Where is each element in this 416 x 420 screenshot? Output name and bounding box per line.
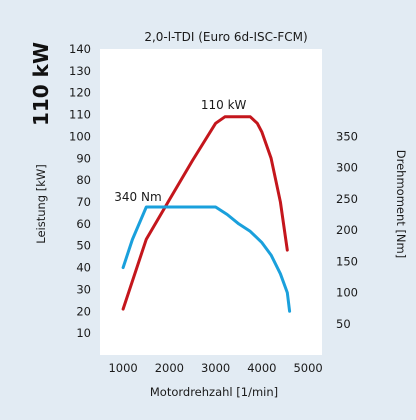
y-right-tick-label: 100	[336, 286, 358, 300]
power-label: 110 kW	[29, 42, 53, 126]
y-left-tick-labels: 10 20 30 40 50 60 70 80 90 100 110 120 130 140	[69, 42, 91, 340]
y-right-tick-label: 350	[336, 129, 358, 143]
x-tick-label: 1000	[108, 361, 137, 375]
x-tick-label: 2000	[155, 361, 184, 375]
y-right-tick-labels: 50 100 150 200 250 300 350	[336, 129, 358, 330]
y-right-tick-label: 200	[336, 223, 358, 237]
y-left-tick-label: 120	[69, 86, 91, 100]
y-left-tick-label: 10	[76, 326, 91, 340]
torque-annotation: 340 Nm	[114, 190, 161, 204]
y-left-tick-label: 130	[69, 64, 91, 78]
x-tick-label: 5000	[293, 361, 322, 375]
power-annotation: 110 kW	[201, 98, 247, 112]
chart-title: 2,0-l-TDI (Euro 6d-ISC-FCM)	[144, 30, 307, 44]
y-right-tick-label: 50	[336, 317, 351, 331]
y-left-tick-label: 40	[76, 261, 91, 275]
y-left-tick-label: 90	[76, 151, 91, 165]
series-annotations: 110 kW 340 Nm	[114, 98, 246, 204]
y-left-tick-label: 70	[76, 195, 91, 209]
y-axis-left-label: Leistung [kW]	[34, 164, 48, 244]
y-right-tick-label: 300	[336, 161, 358, 175]
x-tick-label: 4000	[247, 361, 276, 375]
power-line	[121, 115, 289, 311]
y-axis-right-label: Drehmoment [Nm]	[394, 150, 408, 258]
y-right-tick-label: 150	[336, 254, 358, 268]
y-right-tick-label: 250	[336, 192, 358, 206]
torque-line	[121, 205, 292, 313]
series-lines	[121, 115, 292, 313]
y-left-tick-label: 50	[76, 239, 91, 253]
y-left-tick-label: 140	[69, 42, 91, 56]
y-left-tick-label: 80	[76, 173, 91, 187]
plot-area	[100, 49, 322, 355]
x-tick-labels: 1000 2000 3000 4000 5000	[108, 361, 322, 375]
y-left-tick-label: 30	[76, 282, 91, 296]
y-left-tick-label: 110	[69, 108, 91, 122]
x-tick-label: 3000	[201, 361, 230, 375]
y-left-tick-label: 100	[69, 129, 91, 143]
y-left-tick-label: 20	[76, 304, 91, 318]
x-axis-label: Motordrehzahl [1/min]	[150, 385, 278, 399]
y-left-tick-label: 60	[76, 217, 91, 231]
